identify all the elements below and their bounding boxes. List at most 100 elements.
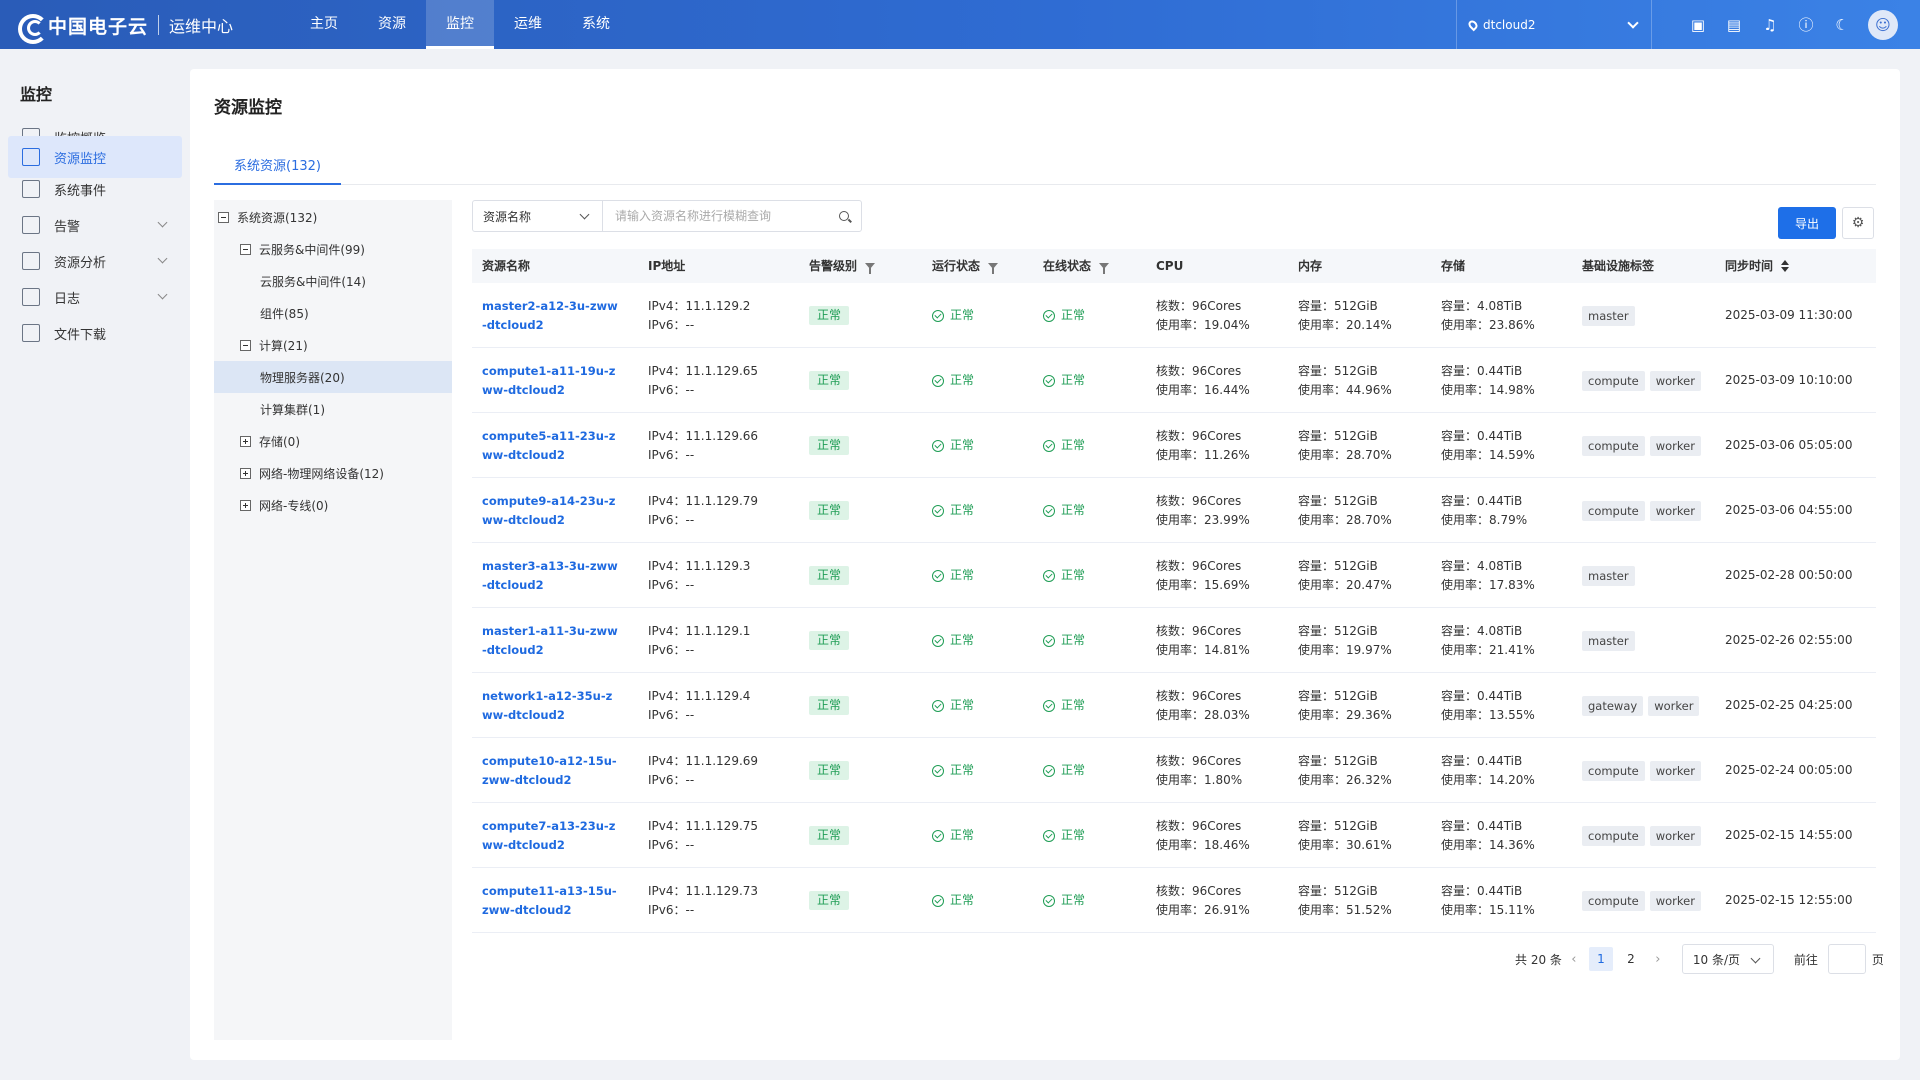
mem-capacity: 容量：512GiB (1298, 753, 1378, 768)
filter-icon[interactable] (988, 263, 999, 274)
gear-icon: ⚙ (1851, 215, 1865, 231)
search-button[interactable] (827, 201, 861, 231)
filter-field-select[interactable]: 资源名称 (473, 201, 603, 231)
nav-home[interactable]: 主页 (310, 16, 338, 32)
sidebar-item-download[interactable]: 文件下载 (8, 312, 182, 354)
col-storage: 存储 (1441, 259, 1466, 273)
env-selector[interactable]: dtcloud2 (1456, 0, 1652, 49)
chevron-down-icon (157, 289, 168, 300)
screen-icon[interactable]: ▣ (1690, 15, 1706, 34)
tree-node-cloud-sub[interactable]: 云服务&中间件(14) (214, 265, 452, 297)
document-icon[interactable]: ▤ (1726, 15, 1742, 34)
table-row: compute7-a13-23u-zww-dtcloud2 IPv4：11.1.… (472, 803, 1876, 868)
resource-name-link[interactable]: network1-a12-35u-zww-dtcloud2 (482, 688, 613, 722)
expand-icon[interactable] (240, 435, 251, 447)
storage-capacity: 容量：0.44TiB (1441, 493, 1523, 508)
tree-node-label: 系统资源(132) (237, 210, 318, 225)
col-sync-time[interactable]: 同步时间 (1725, 249, 1790, 283)
tree-node-root[interactable]: 系统资源(132) (214, 201, 452, 233)
online-status: 正常 (1043, 371, 1085, 390)
bell-icon[interactable]: ♫ (1763, 15, 1777, 34)
table-row: master3-a13-3u-zww-dtcloud2 IPv4：11.1.12… (472, 543, 1876, 608)
tree-node-storage[interactable]: 存储(0) (214, 425, 452, 457)
resource-name-link[interactable]: compute11-a13-15u-zww-dtcloud2 (482, 883, 617, 917)
page-1[interactable]: 1 (1588, 947, 1613, 971)
collapse-icon[interactable] (240, 339, 251, 351)
filter-icon[interactable] (865, 263, 876, 274)
check-circle-icon (1043, 439, 1055, 452)
nav-ops[interactable]: 运维 (514, 16, 542, 32)
sidebar-item-resource-monitor[interactable]: 资源监控 (8, 136, 182, 178)
check-circle-icon (932, 829, 944, 842)
ipv4: IPv4：11.1.129.75 (648, 818, 759, 833)
storage-capacity: 容量：0.44TiB (1441, 363, 1523, 378)
logo[interactable]: 中国电子云 运维中心 (18, 10, 233, 44)
next-page-icon[interactable]: › (1655, 951, 1661, 967)
resource-name-link[interactable]: master1-a11-3u-zww-dtcloud2 (482, 623, 618, 657)
tab-system-resources[interactable]: 系统资源(132) (214, 149, 341, 185)
tree-node-compute[interactable]: 计算(21) (214, 329, 452, 361)
resource-name-link[interactable]: master2-a12-3u-zww-dtcloud2 (482, 298, 618, 332)
ipv6: IPv6：-- (648, 642, 695, 657)
top-bar: 中国电子云 运维中心 主页 资源 监控 运维 系统 dtcloud2 ▣ ▤ ♫… (0, 0, 1920, 49)
ipv4: IPv4：11.1.129.69 (648, 753, 759, 768)
resource-name-link[interactable]: master3-a13-3u-zww-dtcloud2 (482, 558, 618, 592)
table-row: master1-a11-3u-zww-dtcloud2 IPv4：11.1.12… (472, 608, 1876, 673)
tree-node-network-device[interactable]: 网络-物理网络设备(12) (214, 457, 452, 489)
resource-name-link[interactable]: compute1-a11-19u-zww-dtcloud2 (482, 363, 616, 397)
resource-name-link[interactable]: compute5-a11-23u-zww-dtcloud2 (482, 428, 616, 462)
chevron-down-icon (1750, 953, 1761, 964)
check-circle-icon (932, 504, 944, 517)
tree-node-cloud[interactable]: 云服务&中间件(99) (214, 233, 452, 265)
table-body: master2-a12-3u-zww-dtcloud2 IPv4：11.1.12… (472, 283, 1876, 933)
collapse-icon[interactable] (218, 211, 229, 223)
infra-tag: master (1582, 305, 1635, 326)
run-status: 正常 (932, 436, 974, 455)
storage-usage: 使用率：14.20% (1441, 772, 1535, 787)
resource-name-link[interactable]: compute9-a14-23u-zww-dtcloud2 (482, 493, 616, 527)
sidebar-item-logs[interactable]: 日志 (8, 276, 182, 318)
help-icon[interactable]: ⓘ (1798, 16, 1814, 34)
sidebar-item-alarm[interactable]: 告警 (8, 204, 182, 246)
ipv6: IPv6：-- (648, 837, 695, 852)
moon-icon[interactable]: ☾ (1835, 15, 1849, 34)
col-ip: IP地址 (648, 259, 686, 273)
run-status: 正常 (932, 501, 974, 520)
cpu-usage: 使用率：11.26% (1156, 447, 1250, 462)
nav-system[interactable]: 系统 (582, 16, 610, 32)
sync-time: 2025-03-06 05:05:00 (1725, 438, 1853, 452)
expand-icon[interactable] (240, 499, 251, 511)
page-2[interactable]: 2 (1627, 952, 1635, 966)
resource-name-link[interactable]: compute10-a12-15u-zww-dtcloud2 (482, 753, 617, 787)
table-row: compute9-a14-23u-zww-dtcloud2 IPv4：11.1.… (472, 478, 1876, 543)
sidebar-item-events[interactable]: 系统事件 (8, 168, 182, 210)
page-size-select[interactable]: 10 条/页 (1681, 944, 1774, 974)
col-cpu: CPU (1156, 259, 1184, 273)
col-run: 运行状态 (932, 249, 999, 283)
sync-time: 2025-02-26 02:55:00 (1725, 633, 1853, 647)
nav-resources[interactable]: 资源 (378, 16, 406, 32)
mem-capacity: 容量：512GiB (1298, 428, 1378, 443)
sidebar-item-analysis[interactable]: 资源分析 (8, 240, 182, 282)
avatar[interactable]: ☺ (1868, 10, 1898, 40)
tree-node-network-line[interactable]: 网络-专线(0) (214, 489, 452, 521)
prev-page-icon[interactable]: ‹ (1571, 951, 1577, 967)
sort-icon[interactable] (1781, 260, 1790, 272)
tree-node-component[interactable]: 组件(85) (214, 297, 452, 329)
filter-icon[interactable] (1099, 263, 1110, 274)
tree-node-physical-server[interactable]: 物理服务器(20) (214, 361, 452, 393)
ipv6: IPv6：-- (648, 902, 695, 917)
search-input[interactable] (603, 201, 827, 231)
cpu-cores: 核数：96Cores (1156, 688, 1242, 703)
nav-monitor[interactable]: 监控 (426, 0, 494, 49)
check-circle-icon (1043, 504, 1055, 517)
settings-button[interactable]: ⚙ (1842, 207, 1874, 239)
table-row: master2-a12-3u-zww-dtcloud2 IPv4：11.1.12… (472, 283, 1876, 348)
goto-page-input[interactable] (1827, 944, 1866, 974)
chevron-down-icon (157, 253, 168, 264)
tree-node-cluster[interactable]: 计算集群(1) (214, 393, 452, 425)
export-button[interactable]: 导出 (1778, 207, 1836, 239)
resource-name-link[interactable]: compute7-a13-23u-zww-dtcloud2 (482, 818, 616, 852)
expand-icon[interactable] (240, 467, 251, 479)
collapse-icon[interactable] (240, 243, 251, 255)
